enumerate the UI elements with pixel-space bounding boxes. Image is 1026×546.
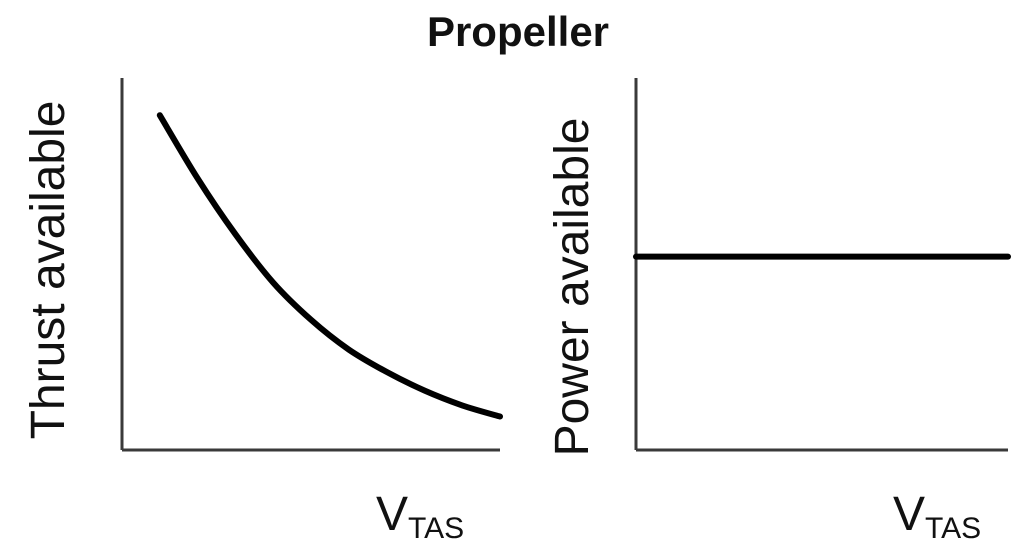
thrust-chart: Thrust available VTAS: [22, 78, 503, 545]
thrust-x-axis-label: VTAS: [376, 488, 464, 545]
thrust-y-axis-label: Thrust available: [22, 101, 75, 440]
figure-title: Propeller: [427, 8, 609, 55]
thrust-x-axis-label-subscript: TAS: [408, 512, 464, 545]
power-x-axis-label: VTAS: [893, 488, 981, 545]
power-x-axis-label-main: V: [893, 488, 925, 541]
power-y-axis-label: Power available: [546, 118, 599, 457]
power-x-axis-label-subscript: TAS: [925, 512, 981, 545]
thrust-curve: [156, 112, 503, 420]
power-chart: Power available VTAS: [546, 78, 1011, 545]
thrust-x-axis-label-main: V: [376, 488, 408, 541]
